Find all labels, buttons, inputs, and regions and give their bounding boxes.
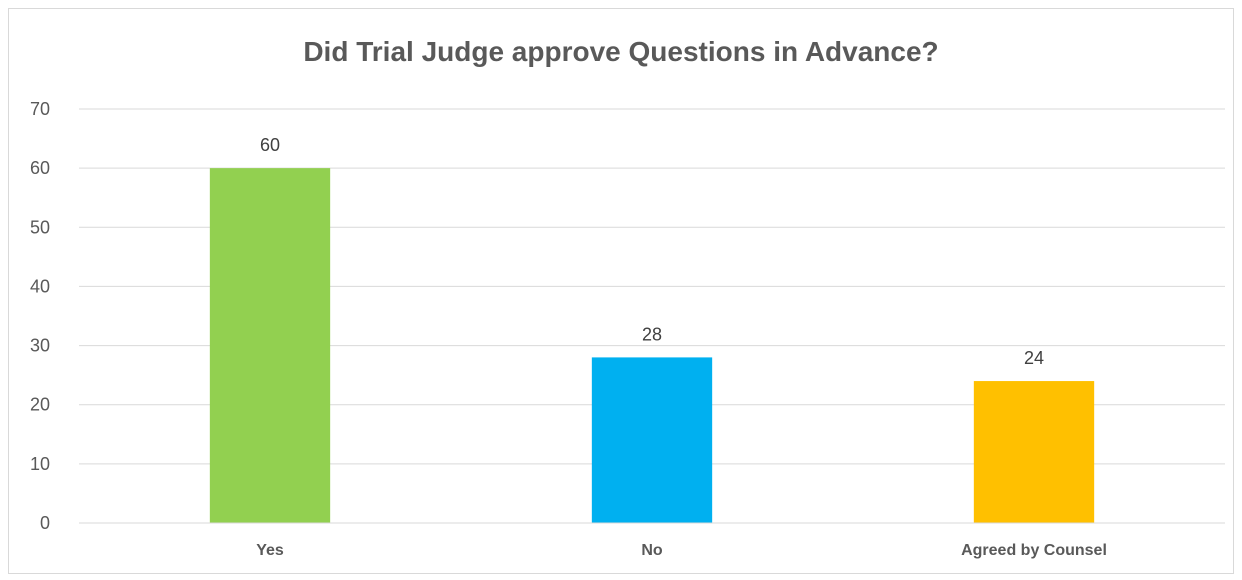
category-label: Yes [256, 542, 284, 559]
x-axis-category-labels: Yes No Agreed by Counsel [256, 542, 1107, 559]
data-label: 28 [642, 324, 662, 344]
bar-no [591, 357, 713, 523]
y-tick-label: 10 [30, 454, 50, 474]
y-tick-label: 40 [30, 276, 50, 296]
bar-yes [209, 168, 331, 523]
category-label: Agreed by Counsel [961, 542, 1107, 559]
chart-title: Did Trial Judge approve Questions in Adv… [303, 36, 939, 67]
bars [209, 168, 1095, 523]
bar-agreed-by-counsel [973, 381, 1095, 523]
y-tick-label: 70 [30, 99, 50, 119]
y-tick-label: 50 [30, 217, 50, 237]
y-tick-label: 30 [30, 336, 50, 356]
data-labels: 60 28 24 [260, 135, 1044, 368]
y-tick-label: 20 [30, 395, 50, 415]
y-tick-label: 60 [30, 158, 50, 178]
y-tick-label: 0 [40, 513, 50, 533]
y-axis-tick-labels: 0 10 20 30 40 50 60 70 [30, 99, 50, 533]
data-label: 60 [260, 135, 280, 155]
category-label: No [641, 542, 663, 559]
data-label: 24 [1024, 348, 1044, 368]
